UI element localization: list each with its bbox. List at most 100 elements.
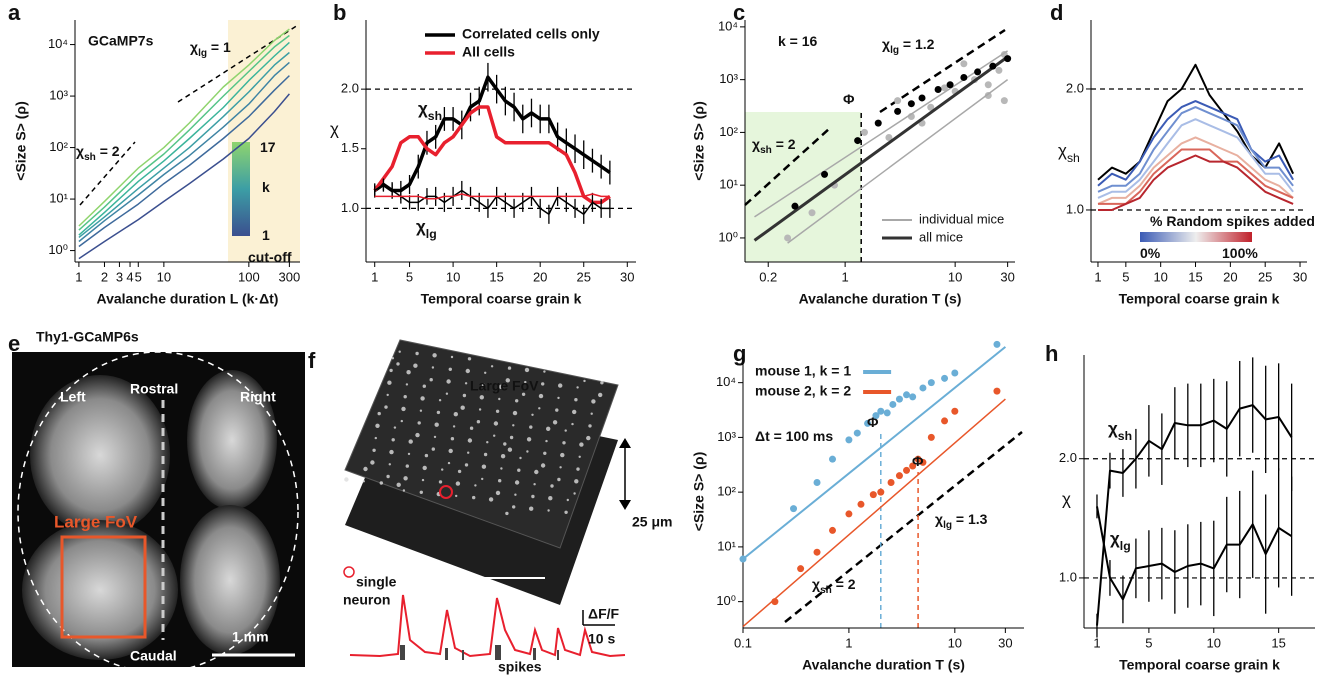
cell-dot [531, 414, 533, 416]
x-tick-label: 15 [1271, 635, 1285, 650]
cell-dot [498, 479, 501, 482]
cell-dot [494, 421, 498, 425]
cell-dot [404, 395, 407, 398]
cell-dot [465, 382, 467, 384]
cell-dot [372, 449, 375, 452]
cell-dot [534, 470, 538, 474]
data-point [993, 341, 1000, 348]
data-point [857, 501, 864, 508]
cell-dot [529, 425, 532, 428]
legend-label: All cells [462, 44, 515, 60]
image-label: 250 μm [470, 584, 518, 600]
annotation-part: 100% [1222, 245, 1258, 261]
x-tick-label: 5 [1122, 269, 1129, 284]
y-tick-label: 2.0 [1059, 450, 1077, 465]
annotation-part: 1 [262, 227, 270, 243]
cell-dot [574, 479, 578, 483]
cell-dot [453, 425, 455, 427]
annotation-part: sh [820, 585, 832, 596]
cell-dot [401, 420, 403, 422]
data-point [908, 100, 915, 107]
y-axis-label-part: χ [1058, 141, 1067, 160]
panel-label: f [308, 348, 316, 373]
cell-dot [401, 407, 405, 411]
image-label: Rostral [130, 381, 178, 397]
cell-dot [493, 435, 495, 437]
cell-dot [399, 351, 401, 353]
cell-dot [508, 448, 512, 452]
y-tick-label: 1.0 [341, 200, 359, 215]
annotation-part: = 1.3 [952, 511, 988, 527]
cell-dot [406, 370, 410, 374]
annotation-part: χ [416, 217, 426, 236]
legend-label: mouse 1, k = 1 [755, 363, 851, 379]
cell-dot [508, 366, 511, 369]
cell-dot [370, 460, 374, 464]
data-point [814, 479, 821, 486]
cell-dot [386, 475, 389, 478]
y-tick-label: 10⁴ [718, 18, 738, 33]
cell-dot [557, 397, 559, 399]
x-tick-label: 0.2 [759, 269, 777, 284]
cell-dot [501, 454, 505, 458]
cell-dot [543, 370, 545, 372]
cell-dot [567, 499, 569, 501]
cell-dot [403, 489, 405, 491]
cell-dot [432, 353, 436, 357]
cell-dot [468, 357, 471, 360]
annotation: 0% [1140, 245, 1161, 261]
x-tick-label: 30 [620, 269, 634, 284]
annotation-part: k = 16 [778, 33, 818, 49]
cortex-blob [22, 520, 178, 660]
cell-dot [415, 352, 418, 355]
cell-dot [454, 412, 458, 416]
y-tick-label: 10⁰ [718, 229, 738, 244]
data-point [861, 129, 868, 136]
cell-dot [472, 496, 475, 499]
cell-dot [420, 396, 424, 400]
cell-dot [430, 378, 433, 381]
x-tick-label: 1 [842, 269, 849, 284]
annotation-part: lg [890, 45, 899, 56]
x-tick-label: 15 [1188, 269, 1202, 284]
annotation: % Random spikes added [1150, 213, 1315, 229]
annotation-part: χ [76, 143, 84, 159]
cell-dot [480, 395, 484, 399]
cell-dot [525, 368, 529, 372]
cell-dot [562, 441, 565, 444]
annotation: Δt = 100 ms [755, 428, 833, 444]
data-point [985, 81, 992, 88]
y-axis-label: <Size S> (ρ) [691, 101, 707, 180]
data-point [1001, 97, 1008, 104]
data-point [935, 86, 942, 93]
image-label: Right [240, 389, 276, 405]
annotation-part: lg [426, 227, 437, 241]
annotation-part: Φ [912, 453, 924, 469]
cell-dot [510, 436, 513, 439]
annotation-part: χ [1110, 529, 1120, 548]
annotation-part: lg [943, 520, 952, 531]
data-point [884, 409, 891, 416]
cell-dot [591, 399, 595, 403]
cell-dot [583, 380, 585, 382]
cell-dot [470, 427, 473, 430]
x-tick-label: 20 [1223, 269, 1237, 284]
data-point [870, 491, 877, 498]
y-tick-label: 10¹ [717, 538, 736, 553]
image-label: 25 μm [632, 514, 672, 530]
cell-dot [422, 479, 424, 481]
data-point [928, 434, 935, 441]
annotation: cut-off [248, 249, 292, 265]
cell-dot [363, 480, 365, 482]
data-point [919, 384, 926, 391]
annotation: Φ [867, 414, 879, 430]
data-point [960, 60, 967, 67]
x-tick-label: 2 [101, 269, 108, 284]
cell-dot [451, 356, 453, 358]
x-axis-label: Temporal coarse grain k [1119, 291, 1280, 307]
cell-dot [539, 394, 543, 398]
y-tick-label: 10² [719, 124, 738, 139]
annotation-part: 17 [260, 139, 276, 155]
x-tick-label: 30 [998, 635, 1012, 650]
cell-dot [406, 383, 408, 385]
